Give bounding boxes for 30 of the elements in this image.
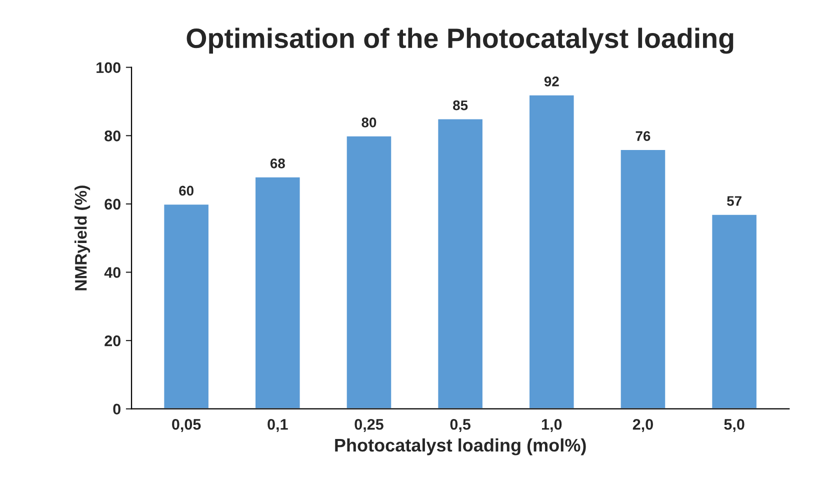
- y-tick-label: 60: [104, 198, 120, 210]
- y-tick-label: 40: [104, 267, 120, 278]
- bar: [345, 134, 393, 409]
- bar: [254, 176, 302, 409]
- y-tick-label: 80: [104, 130, 120, 142]
- x-tick-label: 5,0: [724, 418, 744, 432]
- data-label: 92: [544, 76, 559, 86]
- x-tick-label: 0,05: [172, 418, 201, 432]
- data-label: 60: [179, 186, 194, 196]
- data-label: 57: [727, 196, 742, 206]
- data-label: 76: [636, 131, 650, 141]
- x-tick-label: 0,1: [268, 418, 288, 432]
- bar: [528, 94, 576, 409]
- bar: [619, 148, 667, 409]
- y-axis-title: NMRyield (%): [74, 186, 90, 290]
- data-label: 85: [453, 100, 468, 110]
- data-label: 68: [270, 158, 285, 168]
- x-tick-label: 0,25: [354, 418, 384, 432]
- y-tick-label: 20: [104, 335, 120, 346]
- chart-title: Optimisation of the Photocatalyst loading: [186, 28, 734, 54]
- x-tick-label: 2,0: [632, 418, 653, 432]
- data-label: 80: [362, 118, 376, 128]
- y-tick-label: 100: [96, 62, 120, 74]
- x-tick-label: 0,5: [450, 418, 471, 432]
- x-axis-title: Photocatalyst loading (mol%): [335, 438, 586, 456]
- bar: [710, 213, 758, 409]
- x-tick-label: 1,0: [542, 418, 562, 432]
- bar: [436, 118, 484, 409]
- bar: [162, 203, 210, 409]
- y-tick-label: 0: [113, 404, 120, 415]
